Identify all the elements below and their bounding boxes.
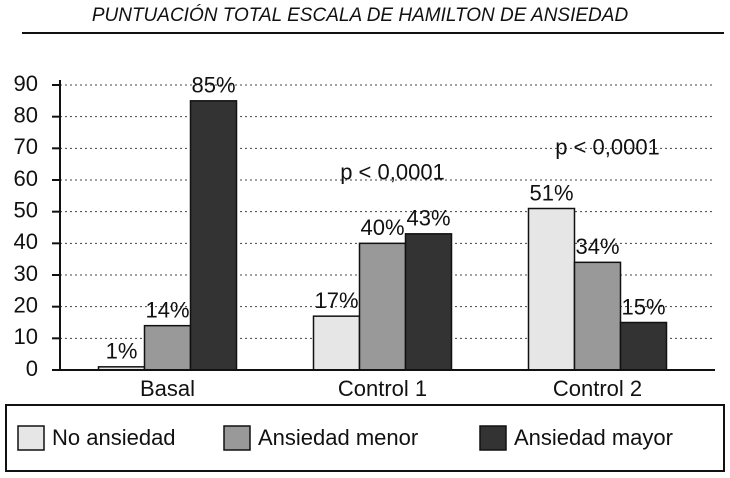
- legend-label: Ansiedad mayor: [514, 425, 673, 450]
- legend-label: No ansiedad: [52, 425, 176, 450]
- bar: [573, 261, 622, 371]
- legend-swatch: [479, 425, 507, 451]
- chart-title: PUNTUACIÓN TOTAL ESCALA DE HAMILTON DE A…: [92, 4, 629, 26]
- bar: [143, 324, 192, 371]
- y-tick-label: 0: [26, 356, 38, 381]
- bar: [358, 242, 407, 371]
- value-label: 1%: [106, 339, 138, 364]
- annotation: p < 0,0001: [555, 134, 660, 159]
- value-label: 43%: [406, 206, 450, 231]
- y-tick-label: 40: [14, 229, 38, 254]
- value-label: 17%: [314, 288, 358, 313]
- value-label: 40%: [360, 215, 404, 240]
- legend-swatch: [17, 425, 45, 451]
- y-tick-label: 50: [14, 197, 38, 222]
- y-tick-label: 30: [14, 261, 38, 286]
- x-tick-label: Basal: [140, 376, 195, 401]
- annotation: p < 0,0001: [340, 160, 445, 185]
- x-tick-label: Control 2: [553, 376, 642, 401]
- legend-label: Ansiedad menor: [258, 425, 418, 450]
- y-tick-label: 90: [14, 71, 38, 96]
- bar: [312, 315, 361, 371]
- value-label: 14%: [145, 297, 189, 322]
- y-tick-label: 10: [14, 324, 38, 349]
- y-tick-label: 20: [14, 292, 38, 317]
- y-tick-label: 70: [14, 134, 38, 159]
- value-label: 15%: [621, 294, 665, 319]
- bar: [404, 233, 453, 371]
- y-tick-label: 80: [14, 102, 38, 127]
- value-label: 51%: [529, 180, 573, 205]
- value-label: 34%: [575, 234, 619, 259]
- value-label: 85%: [191, 73, 235, 98]
- bar: [619, 321, 668, 371]
- bar: [527, 207, 576, 371]
- x-tick-label: Control 1: [338, 376, 427, 401]
- legend-swatch: [223, 425, 251, 451]
- bar: [189, 100, 238, 371]
- y-tick-label: 60: [14, 166, 38, 191]
- legend-box: [5, 404, 725, 472]
